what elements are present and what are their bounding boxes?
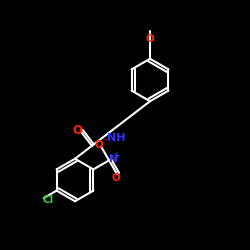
Text: O: O xyxy=(95,140,104,150)
Text: N: N xyxy=(109,154,118,164)
Text: +: + xyxy=(114,151,120,160)
Text: Cl: Cl xyxy=(42,194,54,204)
Text: NH: NH xyxy=(107,133,125,143)
Text: O: O xyxy=(73,124,83,137)
Text: ⁻: ⁻ xyxy=(102,138,108,147)
Text: O: O xyxy=(146,34,154,44)
Text: O: O xyxy=(112,173,121,183)
